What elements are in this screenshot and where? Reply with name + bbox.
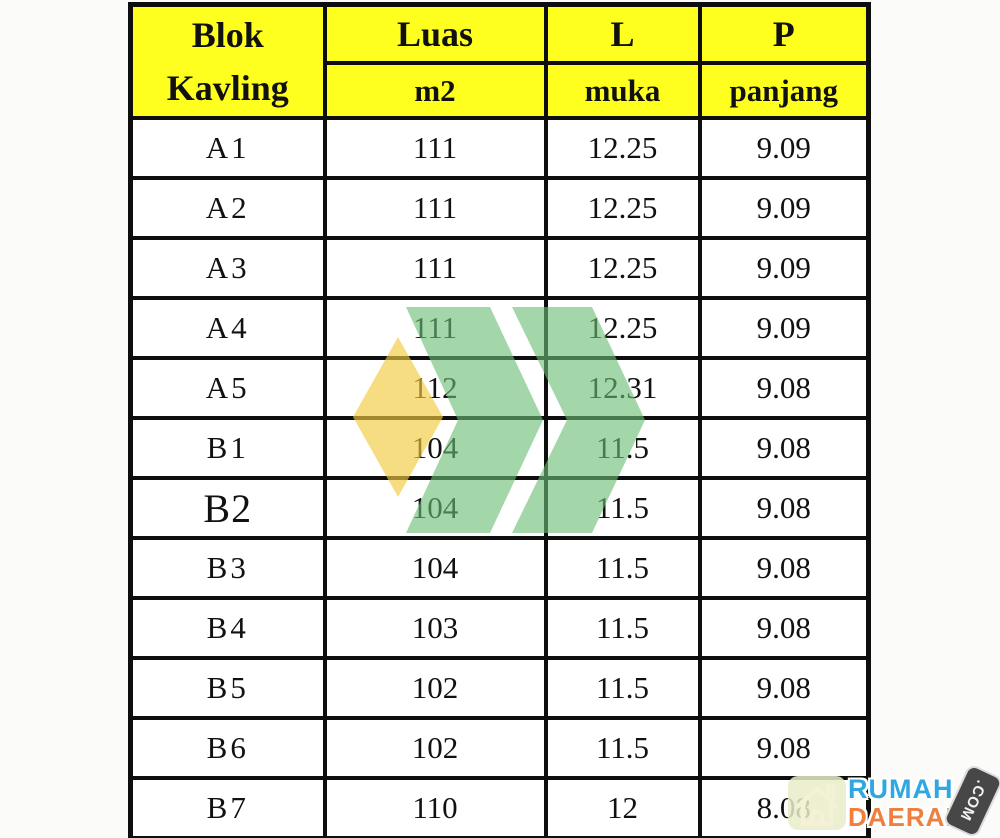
table-row: B3 104 11.5 9.08 (128, 536, 871, 600)
cell-luas: 103 (322, 596, 548, 660)
header-blok-kavling: Blok Kavling (128, 2, 327, 120)
cell-luas: 111 (322, 296, 548, 360)
cell-blok: B7 (128, 776, 327, 838)
cell-blok: A5 (128, 356, 327, 420)
cell-muka: 12.31 (543, 356, 702, 420)
cell-luas: 111 (322, 236, 548, 300)
cell-blok: A1 (128, 116, 327, 180)
header-blok-line2: Kavling (166, 67, 289, 108)
cell-panjang: 9.08 (697, 716, 871, 780)
header-l: L (543, 2, 702, 65)
table-row: A3 111 12.25 9.09 (128, 236, 871, 300)
table-row: A4 111 12.25 9.09 (128, 296, 871, 360)
logo-text-rumah: RUMAH (848, 774, 954, 804)
com-badge-label: .COM (956, 777, 990, 825)
cell-muka: 12 (543, 776, 702, 838)
cell-luas: 104 (322, 416, 548, 480)
cell-muka: 11.5 (543, 596, 702, 660)
table-row: A2 111 12.25 9.09 (128, 176, 871, 240)
cell-muka: 12.25 (543, 116, 702, 180)
cell-luas: 102 (322, 716, 548, 780)
header-panjang: panjang (697, 61, 871, 120)
header-luas: Luas (322, 2, 548, 65)
cell-panjang: 9.08 (697, 596, 871, 660)
cell-blok: A2 (128, 176, 327, 240)
cell-luas: 110 (322, 776, 548, 838)
cell-panjang: 9.08 (697, 356, 871, 420)
table-row: B1 104 11.5 9.08 (128, 416, 871, 480)
cell-muka: 11.5 (543, 416, 702, 480)
header-blok-line1: Blok (191, 15, 264, 56)
cell-muka: 12.25 (543, 296, 702, 360)
cell-panjang: 9.09 (697, 176, 871, 240)
cell-muka: 11.5 (543, 716, 702, 780)
cell-blok: A3 (128, 236, 327, 300)
header-p: P (697, 2, 871, 65)
cell-panjang: 9.09 (697, 116, 871, 180)
rumahdaerah-logo: RUMAH DAERAH .COM (788, 763, 1000, 838)
cell-blok: B4 (128, 596, 327, 660)
cell-blok: A4 (128, 296, 327, 360)
cell-luas: 111 (322, 176, 548, 240)
cell-blok: B6 (128, 716, 327, 780)
table-row: B6 102 11.5 9.08 (128, 716, 871, 780)
kavling-table: Blok Kavling Luas L P m2 muka panjang A1… (128, 2, 871, 838)
cell-panjang: 9.08 (697, 476, 871, 540)
cell-muka: 12.25 (543, 176, 702, 240)
cell-luas: 111 (322, 116, 548, 180)
cell-panjang: 9.08 (697, 416, 871, 480)
house-icon (788, 776, 846, 830)
cell-muka: 11.5 (543, 536, 702, 600)
table-body: A1 111 12.25 9.09 A2 111 12.25 9.09 A3 111 12.25 9.… (128, 116, 871, 838)
table-row: B5 102 11.5 9.08 (128, 656, 871, 720)
cell-muka: 11.5 (543, 656, 702, 720)
cell-panjang: 9.09 (697, 236, 871, 300)
cell-luas: 104 (322, 476, 548, 540)
cell-luas: 102 (322, 656, 548, 720)
cell-blok: B1 (128, 416, 327, 480)
table-row: B7 110 12 8.08 (128, 776, 871, 838)
cell-panjang: 9.08 (697, 656, 871, 720)
header-muka: muka (543, 61, 702, 120)
table-row: A1 111 12.25 9.09 (128, 116, 871, 180)
table-row: B2 104 11.5 9.08 (128, 476, 871, 540)
cell-blok: B5 (128, 656, 327, 720)
cell-luas: 104 (322, 536, 548, 600)
cell-blok: B3 (128, 536, 327, 600)
table-header: Blok Kavling Luas L P m2 muka panjang (128, 2, 871, 120)
cell-panjang: 9.08 (697, 536, 871, 600)
cell-blok: B2 (128, 476, 327, 540)
header-m2: m2 (322, 61, 548, 120)
cell-muka: 12.25 (543, 236, 702, 300)
table-row: B4 103 11.5 9.08 (128, 596, 871, 660)
cell-luas: 112 (322, 356, 548, 420)
cell-muka: 11.5 (543, 476, 702, 540)
table-row: A5 112 12.31 9.08 (128, 356, 871, 420)
cell-panjang: 9.09 (697, 296, 871, 360)
